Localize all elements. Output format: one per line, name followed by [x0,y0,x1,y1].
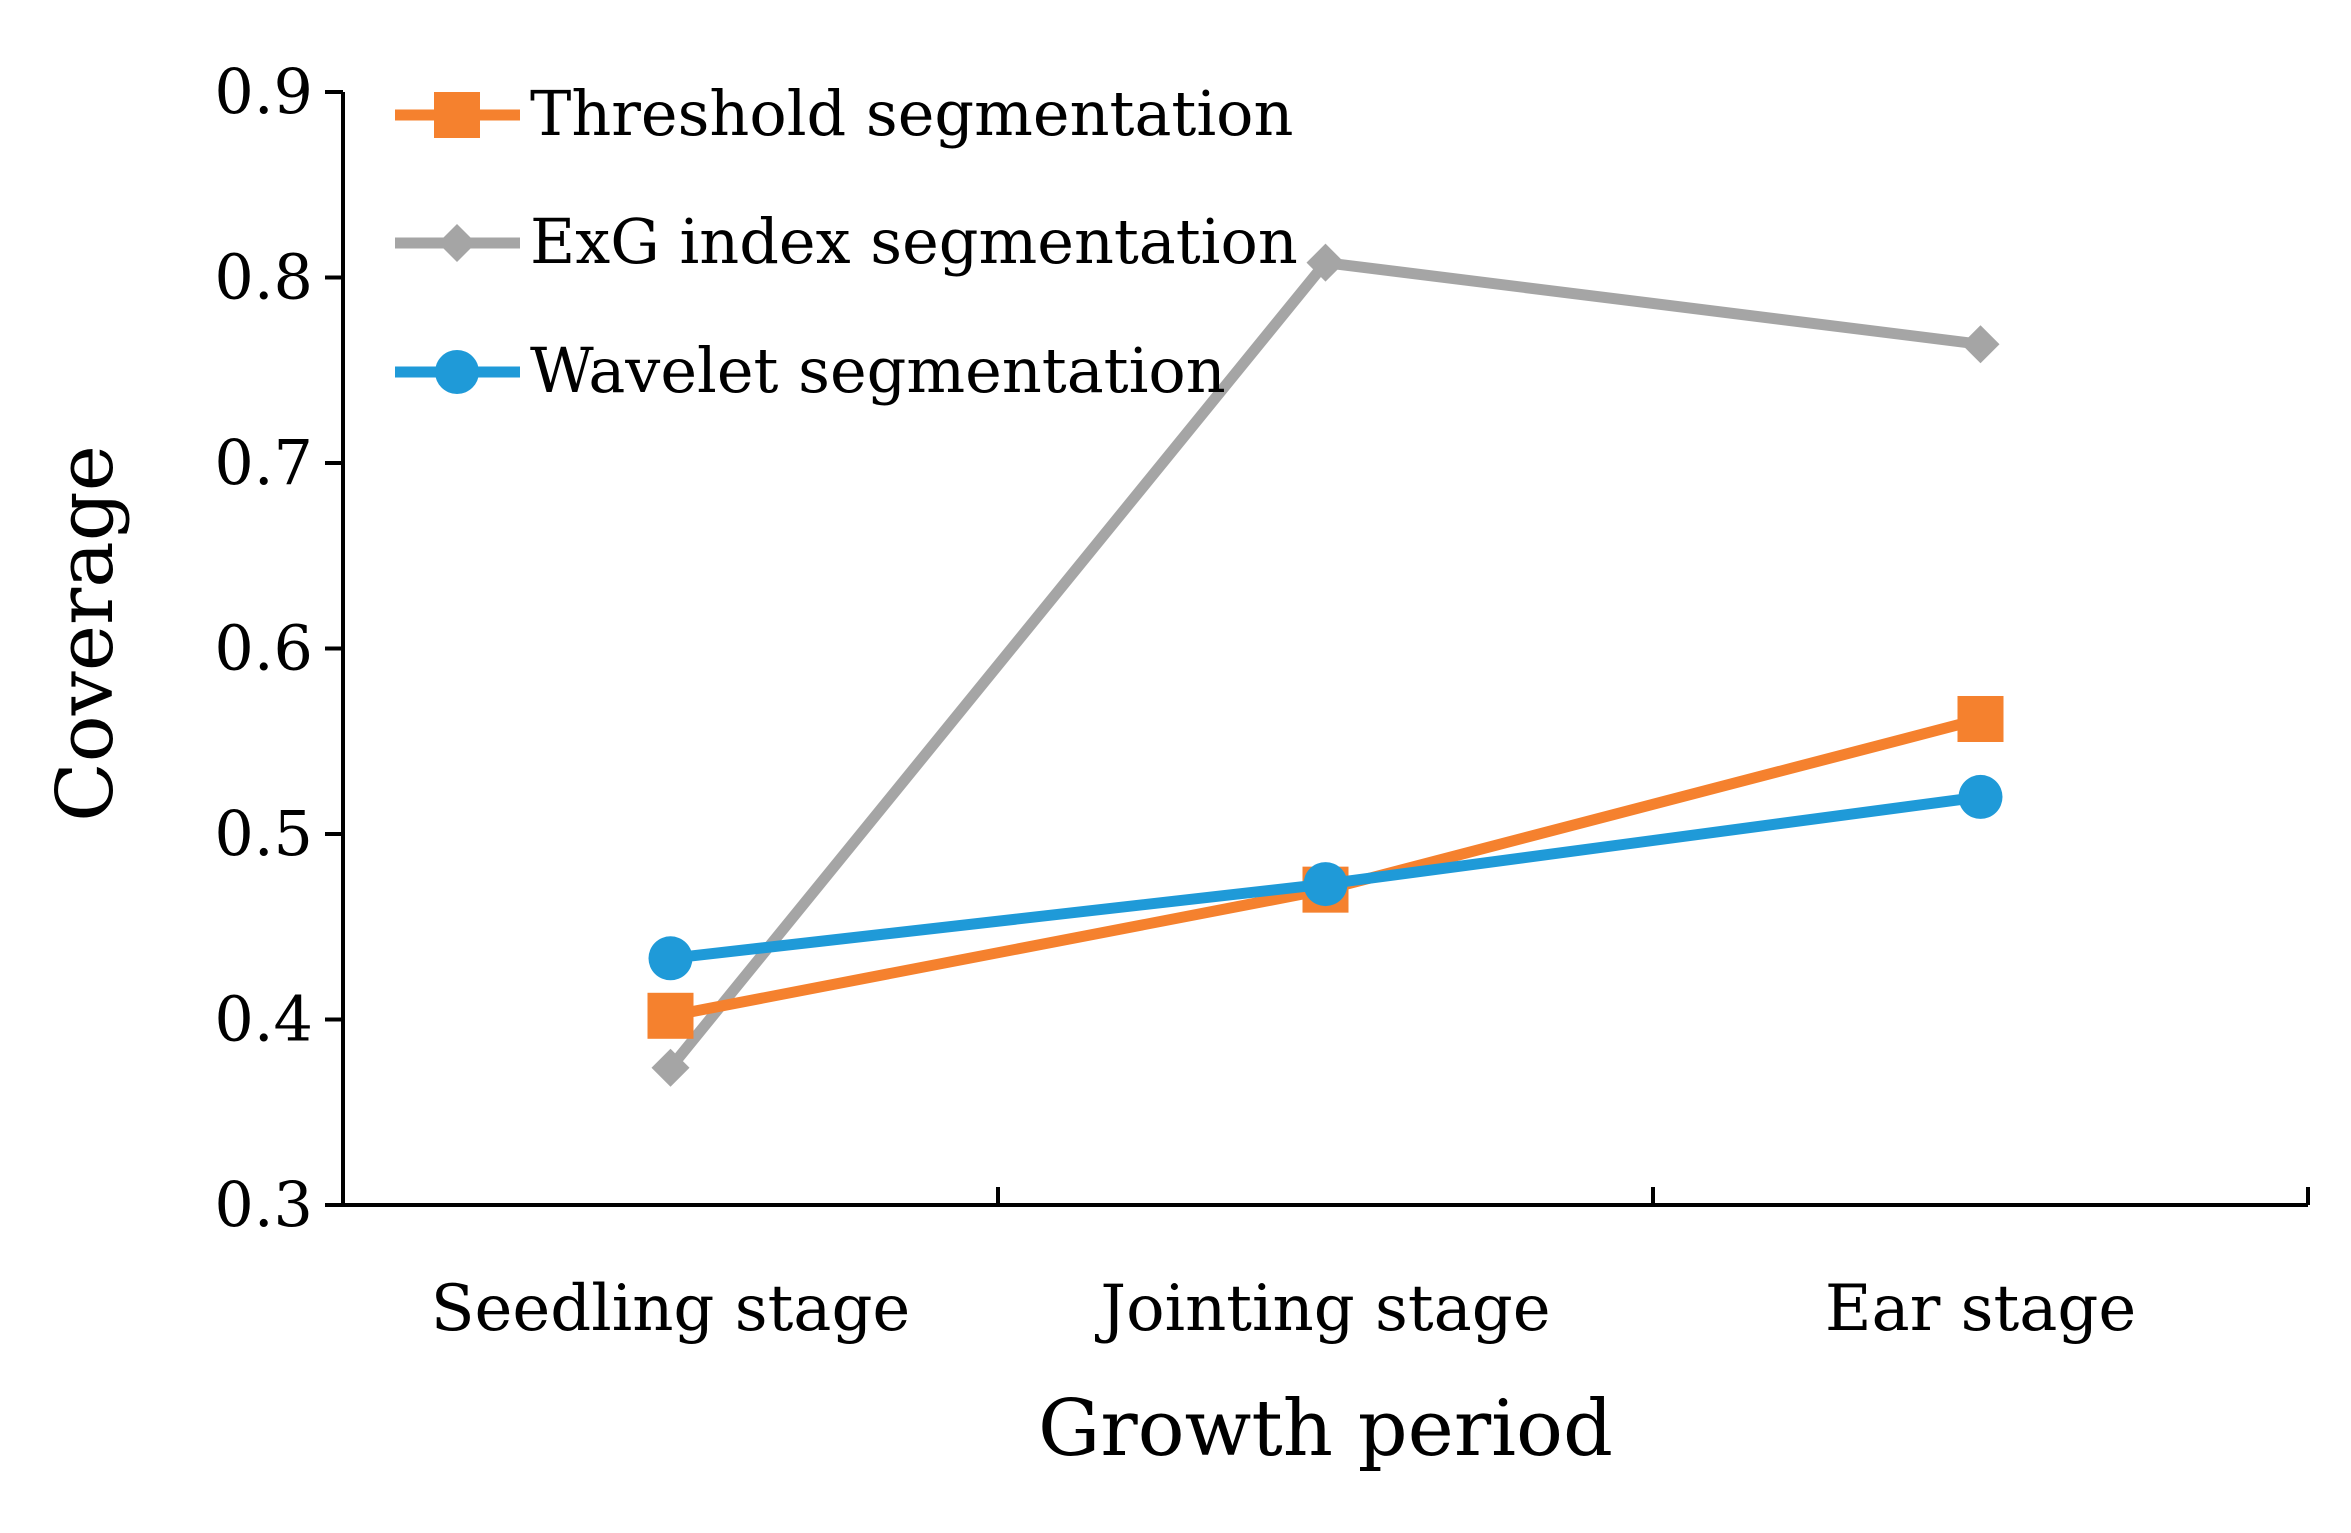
series-layer [647,243,2004,1087]
x-axis-title: Growth period [1038,1384,1613,1474]
y-tick-label: 0.9 [214,55,313,128]
legend-label: ExG index segmentation [530,205,1298,278]
legend-item: Threshold segmentation [395,77,1293,150]
x-axis-ticks: Seedling stage Jointing stage Ear stage [431,1187,2310,1346]
y-axis-ticks: 0.3 0.4 0.5 0.6 0.7 0.8 0.9 [214,55,343,1241]
y-tick-label: 0.4 [214,983,313,1056]
data-point [648,936,693,981]
x-category-label: Seedling stage [431,1272,911,1346]
data-point [651,1048,690,1087]
series-circle [648,774,2003,981]
data-point [1306,243,1345,282]
data-point [1303,862,1348,907]
data-point [1957,695,2004,742]
y-tick-label: 0.8 [214,241,313,314]
data-point [1958,774,2003,819]
legend-label: Wavelet segmentation [530,334,1226,407]
data-point [647,992,694,1039]
x-category-label: Ear stage [1825,1272,2136,1346]
legend-item: Wavelet segmentation [395,334,1226,407]
legend-swatch-marker [438,224,476,262]
data-point [1961,325,2000,364]
y-axis-title: Coverage [41,445,131,822]
series-diamond [651,243,2000,1087]
y-tick-label: 0.5 [214,797,313,870]
legend-swatch-marker [434,92,480,138]
y-tick-label: 0.6 [214,612,313,685]
legend-item: ExG index segmentation [395,205,1298,278]
legend-label: Threshold segmentation [530,77,1293,150]
legend: Threshold segmentation ExG index segmenta… [395,77,1298,407]
y-tick-label: 0.3 [214,1168,313,1241]
y-tick-label: 0.7 [214,426,313,499]
legend-swatch-marker [435,350,479,394]
x-category-label: Jointing stage [1094,1272,1550,1346]
